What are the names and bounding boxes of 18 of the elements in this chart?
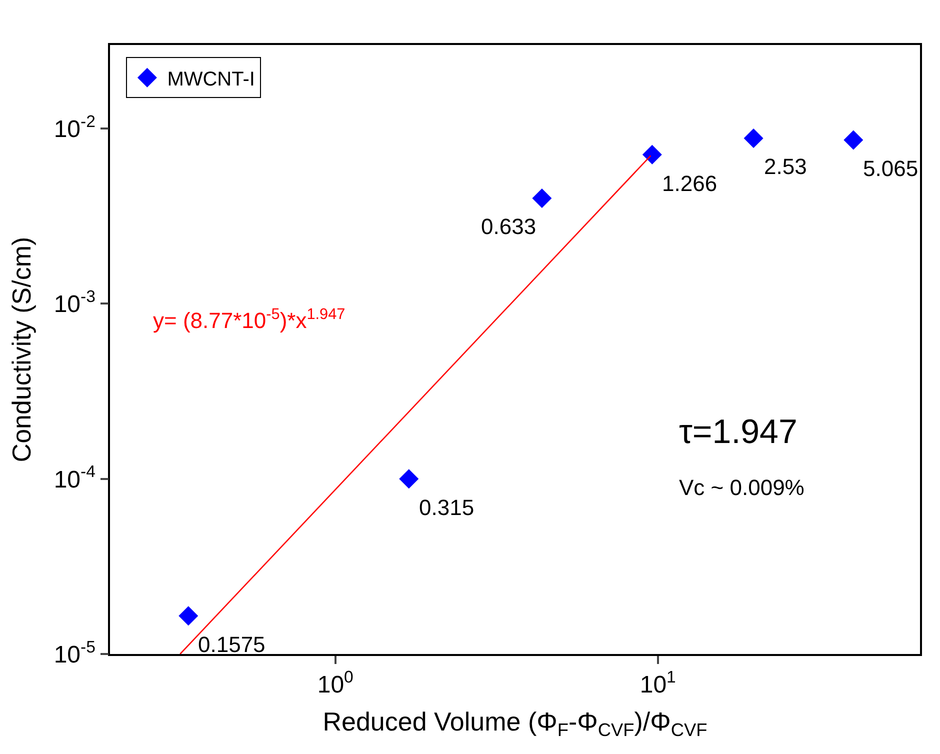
annotation: τ=1.947 [679, 413, 798, 451]
annotation: 5.065 [863, 156, 918, 181]
y-tick-label: 10$^{-2}$ [54, 112, 96, 143]
annotation: Vc ~ 0.009% [679, 475, 804, 500]
legend-label: MWCNT-I [167, 68, 255, 90]
x-tick-label: 10$^{1}$ [640, 667, 676, 699]
annotation: 0.1575 [198, 632, 266, 657]
x-tick-label: 10$^{0}$ [317, 667, 354, 699]
annotation: 2.53 [764, 154, 807, 179]
annotation: 1.266 [662, 171, 718, 196]
x-axis-title: Reduced Volume (Φ$_{F}$-Φ$_{CVF}$)/Φ$_{CVF}$ [322, 706, 708, 740]
y-tick-label: 10$^{-3}$ [54, 287, 96, 318]
annotation: 0.633 [481, 214, 536, 239]
y-tick-label: 10$^{-4}$ [54, 462, 96, 494]
annotation: y= (8.77*10$^{-5}$)*x$^{1.947}$ [153, 306, 346, 334]
y-axis-title: Conductivity (S/cm) [6, 236, 37, 462]
y-tick-label: 10$^{-5}$ [54, 637, 96, 668]
annotation: 0.315 [419, 495, 474, 520]
